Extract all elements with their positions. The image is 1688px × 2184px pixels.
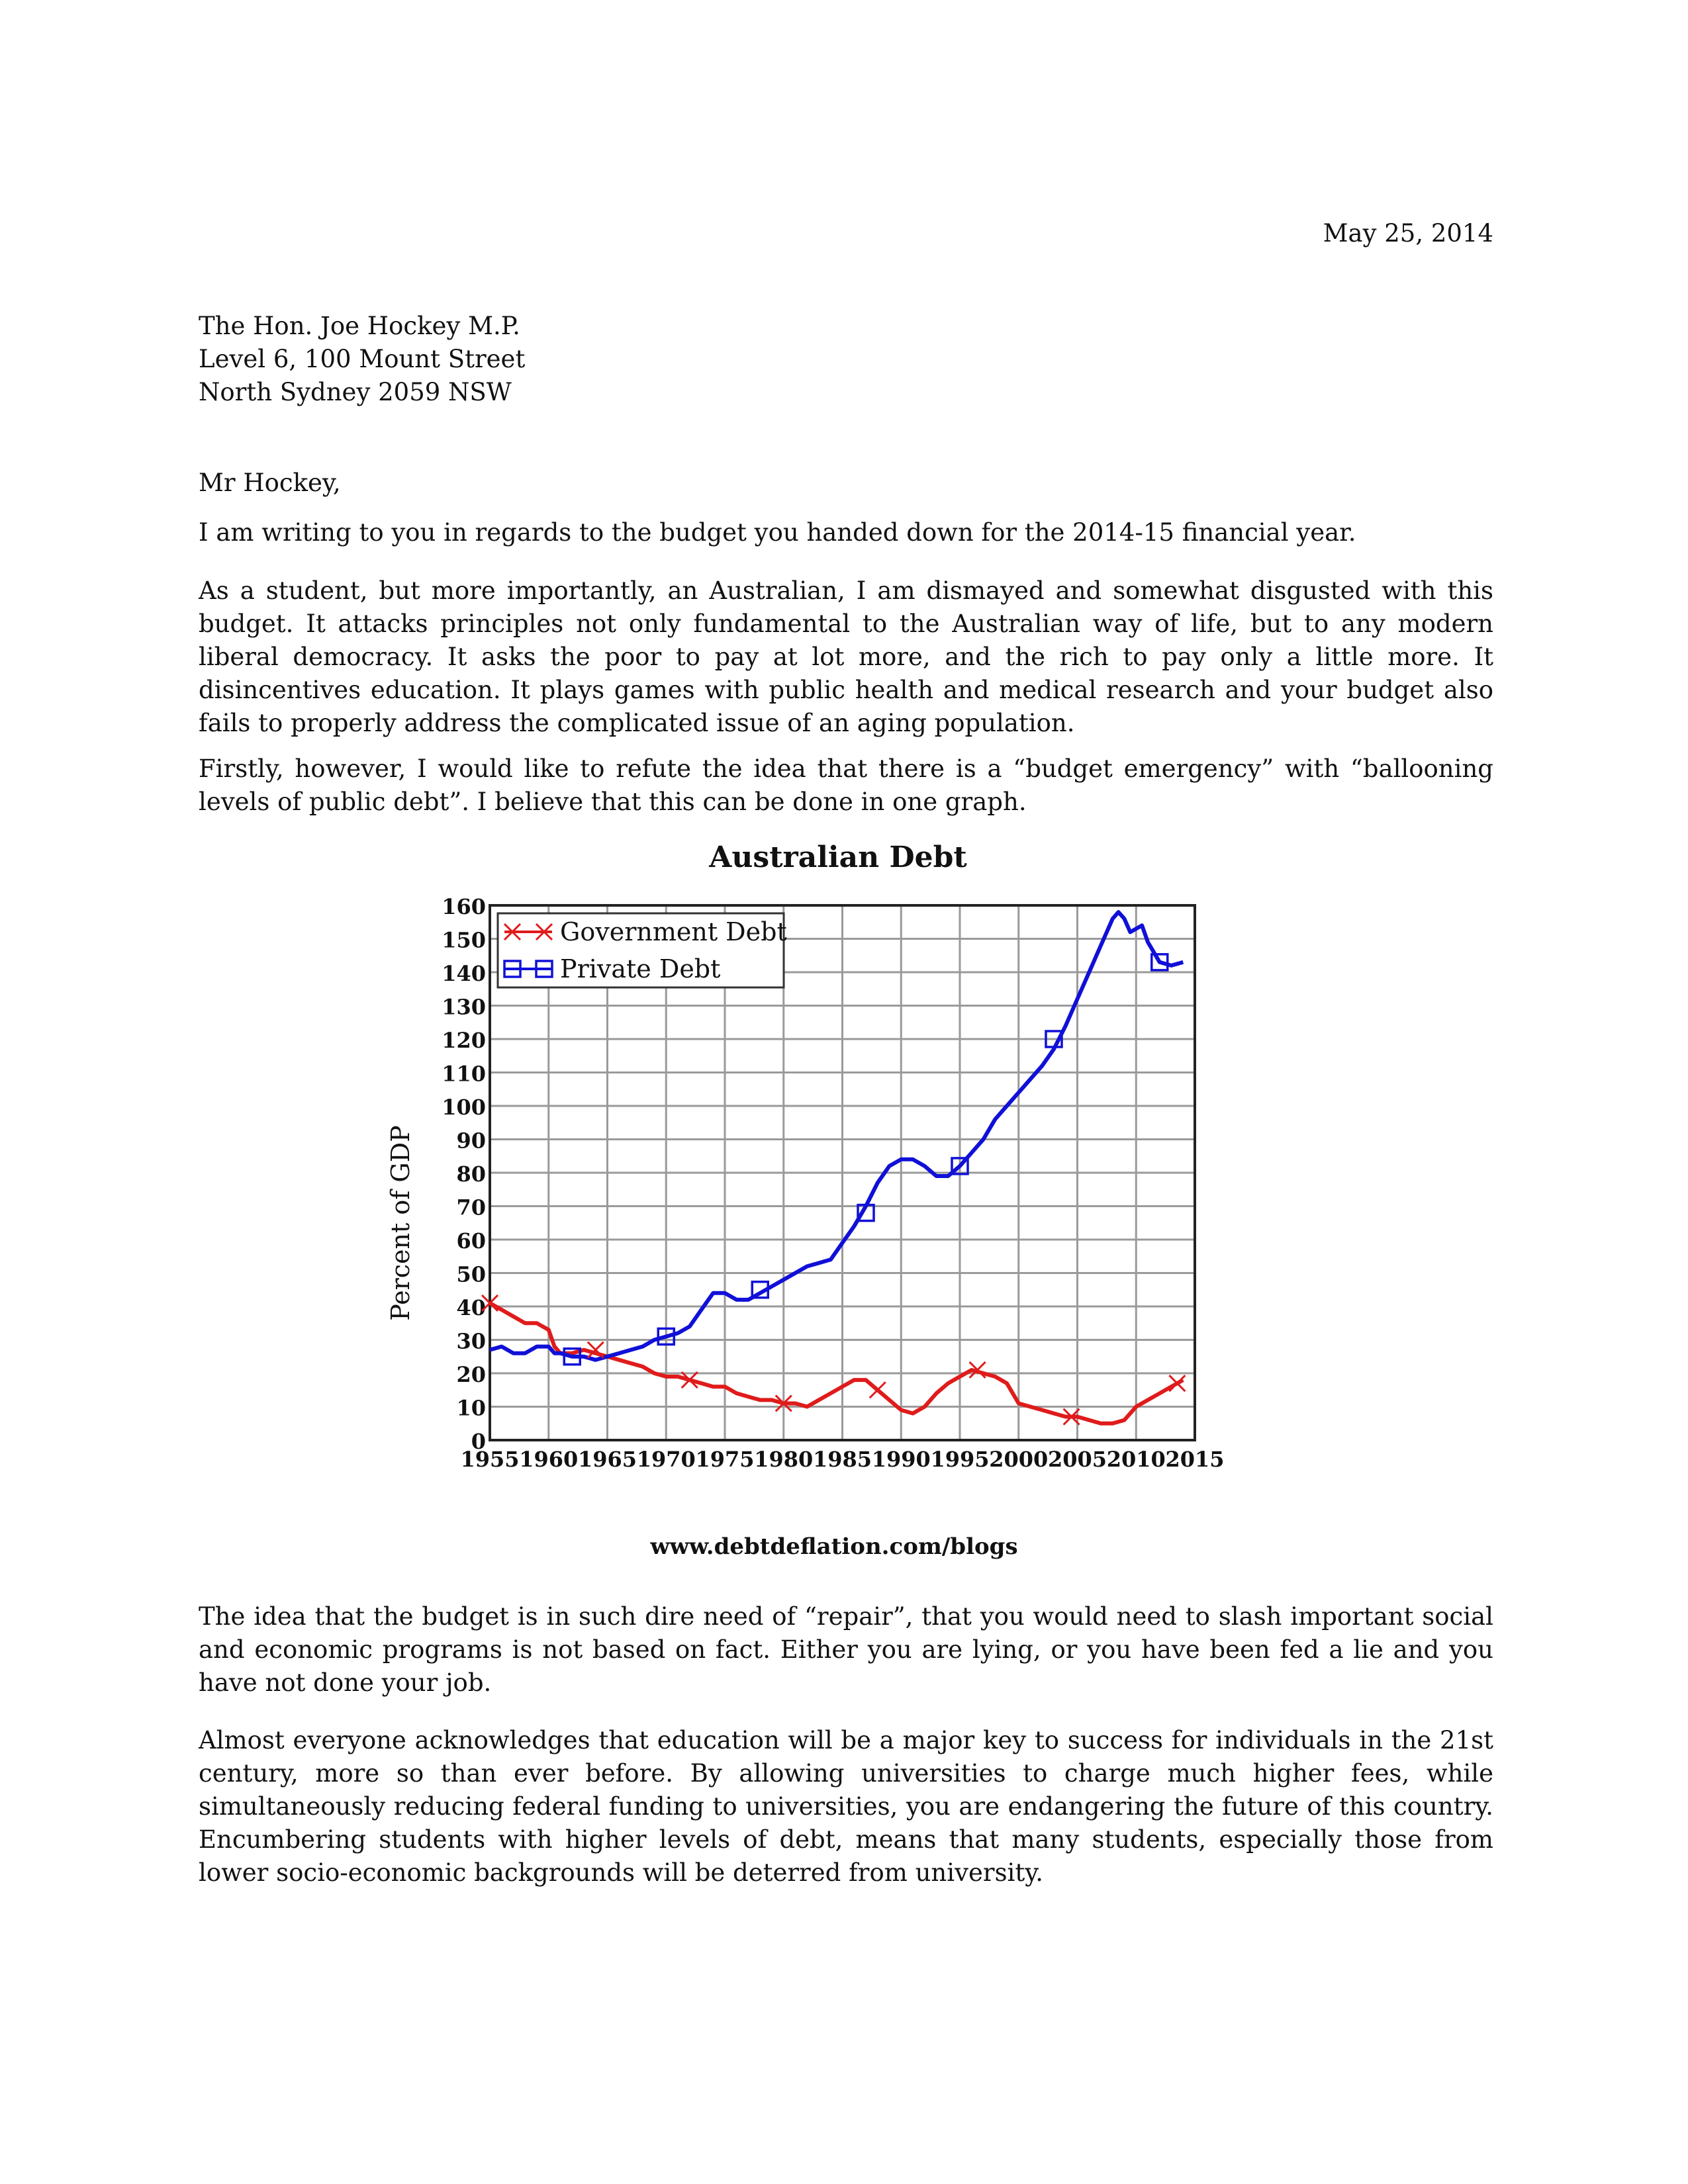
address-line: Level 6, 100 Mount Street <box>199 345 526 373</box>
y-axis-label: Percent of GDP <box>386 1125 415 1321</box>
legend-box <box>496 912 785 989</box>
chart-title: Australian Debt <box>708 841 967 874</box>
x-tick-label: 2005 <box>1048 1447 1107 1472</box>
paragraph: The idea that the budget is in such dire… <box>199 1600 1493 1700</box>
y-tick-label: 80 <box>456 1161 486 1187</box>
grid <box>489 904 1196 1441</box>
private-debt-marker <box>563 1347 581 1366</box>
paragraph-text: Almost everyone acknowledges that educat… <box>199 1726 1493 1887</box>
paragraph-text: Firstly, however, I would like to refute… <box>199 754 1493 816</box>
y-tick-label: 140 <box>442 961 486 986</box>
y-tick-label: 70 <box>456 1195 486 1220</box>
legend: Government Debt Private Debt <box>496 912 787 989</box>
government-debt-marker <box>968 1361 986 1379</box>
y-tick-labels: 0 10 20 30 40 50 60 70 80 90 100 110 120 130 140 150 160 <box>442 894 486 1454</box>
series-markers <box>481 953 1186 1426</box>
x-tick-labels: 1955 1960 1965 1970 1975 1980 1985 1990 1995 2000… <box>460 1447 1224 1472</box>
paragraph: Firstly, however, I would like to refute… <box>199 752 1493 819</box>
y-tick-label: 60 <box>456 1228 486 1253</box>
government-debt-marker <box>868 1381 886 1399</box>
x-tick-label: 2010 <box>1107 1447 1166 1472</box>
private-debt-marker <box>857 1203 875 1222</box>
private-debt-marker <box>951 1157 969 1175</box>
government-debt-marker <box>680 1371 698 1389</box>
y-tick-label: 10 <box>456 1396 486 1421</box>
y-tick-label: 160 <box>442 894 486 919</box>
y-tick-label: 120 <box>442 1028 486 1053</box>
x-tick-label: 1980 <box>754 1447 813 1472</box>
recipient-address: The Hon. Joe Hockey M.P. Level 6, 100 Mo… <box>199 310 525 409</box>
x-tick-label: 1995 <box>930 1447 989 1472</box>
australian-debt-chart: Australian Debt Percent of GDP www.debtd… <box>386 841 1225 1560</box>
government-debt-marker <box>586 1341 604 1359</box>
x-tick-label: 1970 <box>637 1447 696 1472</box>
paragraph-text: The idea that the budget is in such dire… <box>199 1602 1493 1697</box>
y-tick-label: 150 <box>442 928 486 953</box>
plot-frame <box>489 904 1196 1441</box>
legend-label: Private Debt <box>560 954 720 983</box>
y-tick-label: 110 <box>442 1062 486 1087</box>
government-debt-marker <box>481 1294 499 1312</box>
salutation: Mr Hockey, <box>199 469 341 497</box>
y-tick-label: 0 <box>471 1429 486 1454</box>
y-tick-label: 30 <box>456 1329 486 1354</box>
x-tick-label: 2015 <box>1165 1447 1224 1472</box>
government-debt-marker <box>1168 1375 1186 1392</box>
x-tick-label: 1990 <box>872 1447 931 1472</box>
x-tick-label: 1955 <box>460 1447 519 1472</box>
paragraph-text: I am writing to you in regards to the bu… <box>199 518 1356 547</box>
government-debt-marker <box>774 1394 792 1412</box>
letter-date: May 25, 2014 <box>1323 219 1493 248</box>
y-tick-label: 20 <box>456 1362 486 1387</box>
x-tick-label: 1985 <box>813 1447 872 1472</box>
y-tick-label: 90 <box>456 1128 486 1154</box>
address-line: North Sydney 2059 NSW <box>199 378 512 406</box>
private-debt-marker <box>751 1281 769 1299</box>
y-tick-label: 40 <box>456 1295 486 1320</box>
address-line: The Hon. Joe Hockey M.P. <box>199 312 520 340</box>
y-tick-label: 50 <box>456 1262 486 1287</box>
legend-label: Government Debt <box>560 917 787 946</box>
paragraph: As a student, but more importantly, an A… <box>199 574 1493 740</box>
y-tick-label: 130 <box>442 995 486 1020</box>
legend-swatch-marker <box>503 923 522 941</box>
private-debt-marker <box>1045 1030 1063 1048</box>
legend-swatch-marker <box>503 960 522 978</box>
x-tick-label: 1975 <box>695 1447 754 1472</box>
private-debt-line <box>489 910 1184 1362</box>
paragraph: I am writing to you in regards to the bu… <box>199 516 1493 549</box>
y-tick-label: 100 <box>442 1095 486 1120</box>
x-tick-label: 2000 <box>989 1447 1048 1472</box>
government-debt-line <box>489 1301 1184 1426</box>
series-lines <box>489 910 1184 1426</box>
legend-swatch-marker <box>535 923 553 941</box>
government-debt-marker <box>1062 1408 1080 1426</box>
x-tick-label: 1965 <box>578 1447 637 1472</box>
paragraph-text: As a student, but more importantly, an A… <box>199 576 1493 737</box>
legend-swatch-marker <box>535 960 553 978</box>
paragraph: Almost everyone acknowledges that educat… <box>199 1724 1493 1889</box>
private-debt-marker <box>1150 953 1169 972</box>
x-tick-label: 1960 <box>519 1447 578 1472</box>
private-debt-marker <box>657 1327 675 1346</box>
chart-source: www.debtdeflation.com/blogs <box>649 1533 1017 1560</box>
